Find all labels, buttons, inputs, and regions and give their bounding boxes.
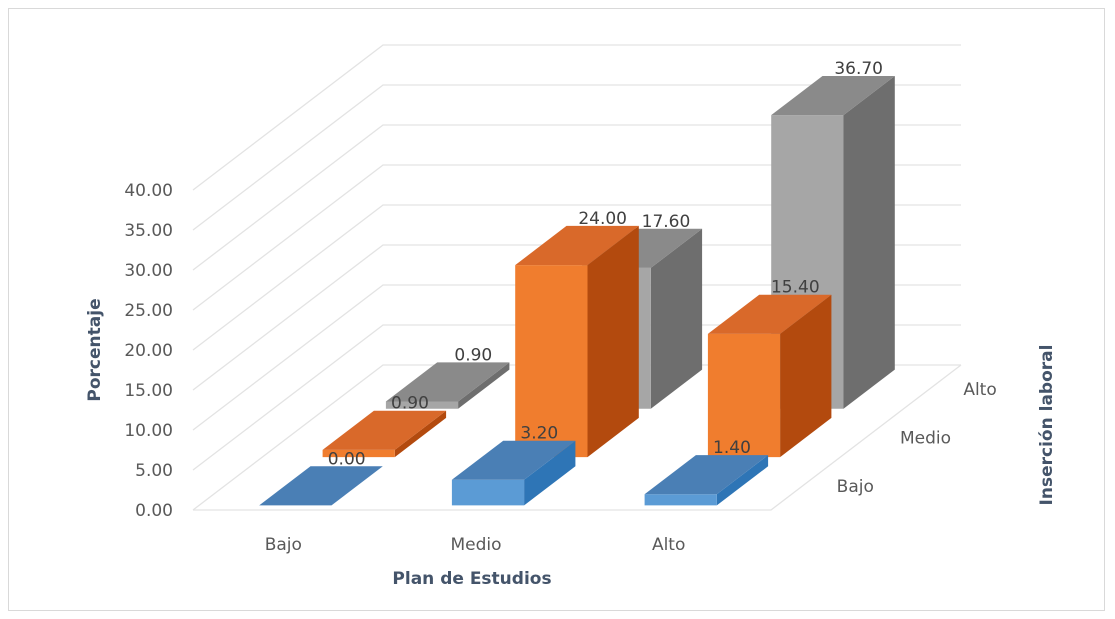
y-tick-label: 10.00 [124,421,173,441]
y-tick-label: 15.00 [124,381,173,401]
x-tick-label: Alto [652,535,685,555]
bar-top [644,455,769,495]
gridline [192,84,961,231]
gridline [192,284,961,431]
bar-top [515,225,639,266]
y-tick-label: 5.00 [135,461,173,481]
chart-frame [8,8,1105,611]
bar-top [322,410,447,450]
bar-side [524,440,576,506]
y-tick-label: 0.00 [135,501,173,521]
bar-top [259,466,383,506]
bar-top [451,440,576,480]
data-label: 0.90 [391,394,429,414]
x-tick-label: Medio [450,535,501,555]
bar-side [716,455,769,506]
data-label: 15.40 [771,278,820,298]
x-axis-title: Plan de Estudios [392,569,551,589]
bar-top [707,294,832,334]
floor-edge [193,364,962,511]
data-label: 0.90 [454,345,492,365]
z-axis-title: Inserción laboral [1037,345,1057,506]
bar [707,333,781,458]
gridline [192,44,961,191]
y-tick-label: 35.00 [124,221,173,241]
data-label: 24.00 [578,209,627,229]
bar-top [385,362,510,402]
gridline [192,164,961,311]
bar-side [458,362,510,409]
gridline [192,124,961,271]
y-tick-label: 40.00 [124,181,173,201]
z-tick-label: Alto [963,380,996,400]
y-tick-label: 30.00 [124,261,173,281]
bar [322,449,395,458]
bar-side [843,76,895,409]
bar-side [650,228,703,409]
data-label: 36.70 [834,59,883,79]
bar [644,494,717,506]
y-tick-label: 25.00 [124,301,173,321]
gridline [192,244,961,391]
data-label: 0.00 [328,449,366,469]
y-axis-title: Porcentaje [85,298,105,401]
bar [451,479,525,506]
bar [385,401,459,409]
data-label: 1.40 [713,438,751,458]
y-tick-label: 20.00 [124,341,173,361]
data-label: 3.20 [520,424,558,444]
z-tick-label: Medio [900,429,951,449]
bar-side [780,294,832,458]
x-tick-label: Bajo [265,535,302,555]
gridline [192,204,961,351]
z-tick-label: Bajo [837,477,874,497]
bar-side [587,225,639,458]
bar [515,265,588,458]
bar-side [394,410,447,458]
bar-top [771,76,895,116]
data-label: 17.60 [642,212,691,232]
